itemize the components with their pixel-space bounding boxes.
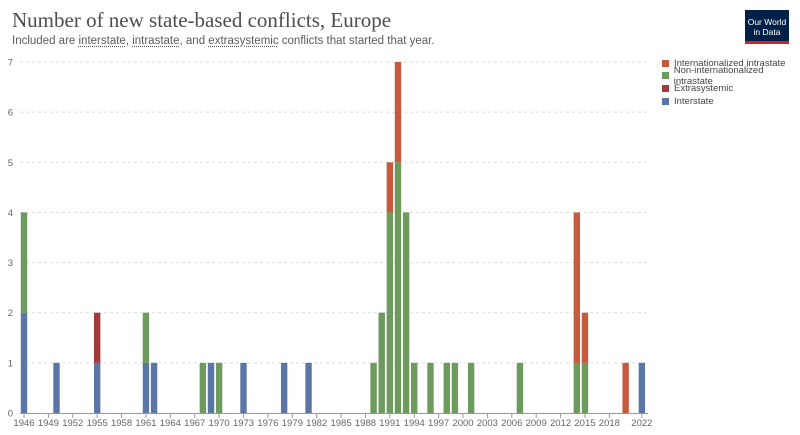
bar-non-internationalized-intrastate-1993 — [402, 212, 410, 413]
x-tick-label: 1985 — [330, 418, 351, 429]
x-tick-label: 1946 — [13, 418, 34, 429]
y-tick-label: 5 — [8, 158, 13, 169]
bar-internationalized-intrastate-2015 — [581, 312, 589, 363]
subtitle-text-3: , and — [179, 35, 209, 47]
x-tick-label: 2018 — [599, 418, 620, 429]
y-tick-label: 3 — [8, 258, 13, 269]
legend-label: Internationalized intrastate — [674, 57, 786, 69]
chart-title: Number of new state-based conflicts, Eur… — [12, 8, 392, 32]
x-tick-label: 2012 — [550, 418, 571, 429]
bar-interstate-1946 — [20, 312, 28, 413]
bar-interstate-1973 — [240, 362, 247, 413]
legend-label: Non-internationalized intrastate — [673, 64, 764, 87]
x-tick-label: 1955 — [87, 418, 108, 429]
chart-subtitle: Included are interstate, intrastate, and… — [12, 35, 435, 47]
bar-interstate-1978 — [280, 362, 288, 413]
bar-non-internationalized-intrastate-1970 — [215, 362, 223, 413]
bar-interstate-1981 — [305, 362, 312, 413]
chart-legend: Internationalized intrastate Non-internat… — [662, 57, 800, 107]
bar-interstate-1969 — [207, 362, 215, 413]
bar-non-internationalized-intrastate-1992 — [394, 162, 402, 413]
bar-non-internationalized-intrastate-1996 — [427, 362, 434, 413]
x-tick-label: 1952 — [62, 418, 83, 429]
y-tick-label: 0 — [8, 409, 13, 420]
extrasystemic-link[interactable]: extrasystemic — [208, 35, 279, 47]
x-tick-label: 2022 — [631, 418, 652, 429]
x-tick-label: 1964 — [160, 418, 181, 429]
x-tick-label: 2003 — [477, 418, 498, 429]
interstate-link[interactable]: interstate — [78, 35, 126, 47]
y-tick-label: 1 — [8, 358, 13, 369]
legend-swatch — [662, 59, 669, 67]
x-tick-label: 1958 — [111, 418, 132, 429]
bar-non-internationalized-intrastate-2001 — [467, 362, 475, 413]
bar-non-internationalized-intrastate-1999 — [451, 362, 459, 413]
bar-non-internationalized-intrastate-1961 — [142, 312, 150, 363]
bar-non-internationalized-intrastate-1968 — [199, 362, 207, 413]
x-tick-label: 1982 — [306, 418, 327, 429]
legend-swatch — [662, 97, 669, 105]
x-tick-label: 2006 — [501, 418, 522, 429]
legend-item[interactable]: Internationalized intrastate — [662, 57, 800, 70]
legend-label: Interstate — [674, 95, 714, 107]
owid-logo[interactable]: Our World in Data — [745, 10, 789, 44]
y-tick-label: 6 — [8, 108, 13, 119]
bar-interstate-1962 — [150, 362, 158, 413]
x-tick-label: 1973 — [233, 418, 254, 429]
x-tick-label: 2000 — [452, 418, 473, 429]
x-tick-label: 2015 — [574, 418, 595, 429]
bar-internationalized-intrastate-1991 — [386, 162, 394, 213]
legend-item[interactable]: Non-internationalized intrastate — [662, 65, 800, 87]
legend-label: Extrasystemic — [674, 82, 734, 94]
bar-non-internationalized-intrastate-2014 — [573, 362, 581, 413]
y-tick-label: 2 — [8, 308, 13, 319]
y-tick-label: 7 — [8, 58, 13, 69]
bar-non-internationalized-intrastate-2007 — [516, 362, 524, 413]
legend-item[interactable]: Extrasystemic — [662, 82, 800, 95]
x-tick-label: 1997 — [428, 418, 449, 429]
subtitle-text-1: Included are — [12, 35, 79, 47]
logo-line-1: Our World — [747, 17, 787, 27]
x-tick-label: 1979 — [282, 418, 303, 429]
legend-swatch — [662, 72, 669, 80]
bar-non-internationalized-intrastate-1989 — [370, 362, 377, 413]
bar-non-internationalized-intrastate-1991 — [386, 212, 394, 413]
bar-non-internationalized-intrastate-1990 — [378, 312, 385, 413]
subtitle-text-2: , — [125, 35, 133, 47]
x-tick-label: 1976 — [257, 418, 278, 429]
y-tick-label: 4 — [8, 208, 13, 219]
bar-internationalized-intrastate-2020 — [622, 362, 629, 413]
bar-internationalized-intrastate-1992 — [394, 62, 402, 163]
bar-interstate-1955 — [93, 362, 101, 413]
bar-non-internationalized-intrastate-1998 — [443, 362, 450, 413]
intrastate-link[interactable]: intrastate — [132, 35, 180, 47]
bar-extrasystemic-1955 — [93, 312, 101, 363]
bar-non-internationalized-intrastate-1994 — [411, 362, 418, 413]
subtitle-text-4: conflicts that started that year. — [278, 35, 435, 47]
bar-interstate-1961 — [142, 362, 150, 413]
x-tick-label: 1991 — [379, 418, 400, 429]
x-tick-label: 1967 — [184, 418, 205, 429]
bar-internationalized-intrastate-2014 — [573, 212, 581, 363]
x-tick-label: 1961 — [135, 418, 156, 429]
x-tick-label: 1970 — [209, 418, 230, 429]
logo-line-2: in Data — [753, 27, 781, 37]
x-tick-label: 1988 — [355, 418, 376, 429]
x-tick-label: 2009 — [526, 418, 547, 429]
bar-interstate-2022 — [638, 362, 646, 413]
bar-non-internationalized-intrastate-1946 — [20, 212, 28, 313]
x-tick-label: 1949 — [38, 418, 59, 429]
bar-non-internationalized-intrastate-2015 — [581, 362, 589, 413]
legend-swatch — [662, 84, 669, 92]
bar-interstate-1950 — [53, 362, 60, 413]
legend-item[interactable]: Interstate — [662, 95, 800, 108]
x-tick-label: 1994 — [404, 418, 425, 429]
